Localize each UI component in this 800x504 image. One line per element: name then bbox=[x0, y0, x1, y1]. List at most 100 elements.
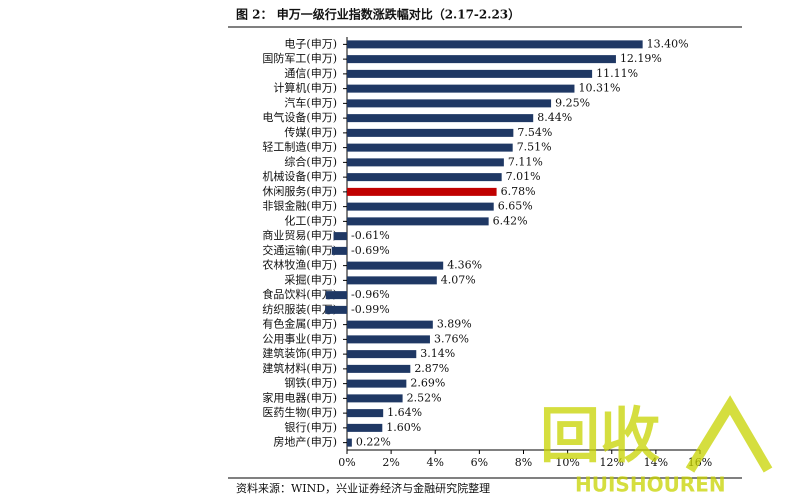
value-label: 0.22% bbox=[356, 436, 391, 449]
y-tick-label: 医药生物(申万) bbox=[262, 405, 337, 419]
chart-title: 图 2： 申万一级行业指数涨跌幅对比（2.17-2.23） bbox=[236, 7, 520, 22]
value-label: 3.14% bbox=[420, 347, 455, 360]
value-label: 8.44% bbox=[537, 111, 572, 124]
y-tick-label: 采掘(申万) bbox=[284, 272, 337, 286]
value-label: 2.87% bbox=[414, 362, 449, 375]
x-tick-label: 10% bbox=[555, 456, 579, 469]
x-tick-label: 0% bbox=[338, 456, 355, 469]
y-tick-label: 家用电器(申万) bbox=[262, 390, 337, 404]
y-tick-label: 有色金属(申万) bbox=[262, 317, 337, 331]
value-label: 4.07% bbox=[441, 273, 476, 286]
value-label: 7.51% bbox=[517, 141, 552, 154]
bar bbox=[347, 276, 437, 285]
value-label: 2.52% bbox=[407, 391, 442, 404]
bar bbox=[347, 202, 494, 211]
value-label: 4.36% bbox=[447, 259, 482, 272]
bar bbox=[347, 379, 407, 388]
value-label: 6.65% bbox=[498, 200, 533, 213]
y-tick-label: 传媒(申万) bbox=[284, 126, 337, 139]
value-label: 7.11% bbox=[508, 155, 543, 168]
y-tick-label: 纺织服装(申万) bbox=[262, 302, 337, 316]
y-tick-label: 建筑装饰(申万) bbox=[262, 346, 337, 360]
y-tick-label: 计算机(申万) bbox=[273, 81, 337, 95]
watermark-sub: HUISHOUREN bbox=[575, 473, 726, 497]
bar bbox=[325, 305, 347, 314]
value-label: 3.76% bbox=[434, 332, 469, 345]
bar bbox=[347, 423, 383, 432]
x-tick-label: 4% bbox=[427, 456, 444, 469]
bar bbox=[347, 261, 444, 270]
bar bbox=[347, 438, 352, 447]
y-tick-label: 国防军工(申万) bbox=[262, 51, 337, 65]
y-tick-label: 交通运输(申万) bbox=[262, 243, 337, 257]
value-label: 10.31% bbox=[578, 82, 620, 95]
y-tick-label: 商业贸易(申万) bbox=[262, 228, 337, 242]
x-tick-label: 6% bbox=[471, 456, 488, 469]
value-label: 2.69% bbox=[410, 377, 445, 390]
bar bbox=[325, 291, 347, 300]
y-tick-label: 电气设备(申万) bbox=[262, 110, 337, 124]
bar bbox=[347, 409, 384, 418]
bar bbox=[347, 84, 575, 93]
bar bbox=[347, 394, 403, 403]
bar bbox=[347, 158, 504, 167]
bar bbox=[347, 40, 643, 49]
bar bbox=[347, 69, 593, 78]
value-label: 6.42% bbox=[493, 214, 528, 227]
value-label: -0.69% bbox=[351, 244, 390, 257]
bar bbox=[347, 173, 502, 182]
x-tick-label: 14% bbox=[644, 456, 668, 469]
value-label: 1.64% bbox=[387, 406, 422, 419]
watermark-text: 回收 bbox=[540, 402, 660, 472]
y-tick-label: 轻工制造(申万) bbox=[262, 140, 337, 154]
y-tick-label: 机械设备(申万) bbox=[262, 169, 337, 183]
value-label: 6.78% bbox=[501, 185, 536, 198]
bar bbox=[347, 114, 534, 123]
bar bbox=[347, 187, 497, 196]
y-tick-label: 综合(申万) bbox=[284, 154, 337, 168]
value-label: 9.25% bbox=[555, 96, 590, 109]
value-label: 7.54% bbox=[517, 126, 552, 139]
bar bbox=[347, 143, 513, 152]
value-label: 1.60% bbox=[386, 421, 421, 434]
value-label: 7.01% bbox=[506, 170, 541, 183]
watermark-icon bbox=[685, 395, 773, 473]
bar bbox=[347, 364, 411, 373]
plot: 0% 2% 4% 6% 8% 10% 12% 14% 16%电子(申万) 13.40%国防军工(申… bbox=[262, 37, 712, 469]
value-label: 13.40% bbox=[647, 37, 689, 50]
y-tick-label: 农林牧渔(申万) bbox=[262, 258, 337, 272]
y-tick-label: 汽车(申万) bbox=[284, 95, 337, 109]
source-note: 资料来源：WIND，兴业证券经济与金融研究院整理 bbox=[236, 481, 490, 495]
value-label: 3.89% bbox=[437, 318, 472, 331]
y-tick-label: 电子(申万) bbox=[284, 37, 337, 50]
y-tick-label: 通信(申万) bbox=[284, 67, 337, 80]
y-tick-label: 银行(申万) bbox=[284, 420, 337, 434]
bar bbox=[347, 350, 417, 359]
y-tick-label: 房地产(申万) bbox=[273, 435, 337, 449]
y-tick-label: 钢铁(申万) bbox=[284, 377, 337, 390]
value-label: -0.99% bbox=[351, 303, 390, 316]
y-tick-label: 建筑材料(申万) bbox=[262, 361, 337, 375]
bar bbox=[347, 128, 514, 137]
bar bbox=[347, 335, 430, 344]
x-tick-label: 8% bbox=[515, 456, 532, 469]
bar bbox=[347, 55, 616, 64]
bar bbox=[331, 246, 347, 255]
value-label: -0.96% bbox=[351, 288, 390, 301]
bar bbox=[347, 99, 552, 108]
x-tick-label: 2% bbox=[382, 456, 399, 469]
watermark: 回收 HUISHOUREN bbox=[540, 395, 773, 497]
value-label: -0.61% bbox=[351, 229, 390, 242]
y-tick-label: 公用事业(申万) bbox=[262, 332, 337, 345]
y-tick-label: 休闲服务(申万) bbox=[262, 184, 337, 198]
value-label: 12.19% bbox=[620, 52, 662, 65]
bar bbox=[347, 320, 433, 329]
bar bbox=[347, 217, 489, 226]
y-tick-label: 化工(申万) bbox=[284, 213, 337, 227]
y-tick-label: 非银金融(申万) bbox=[262, 199, 337, 213]
y-tick-label: 食品饮料(申万) bbox=[262, 287, 337, 301]
x-tick-label: 12% bbox=[600, 456, 624, 469]
value-label: 11.11% bbox=[596, 67, 638, 80]
bar bbox=[333, 232, 347, 241]
